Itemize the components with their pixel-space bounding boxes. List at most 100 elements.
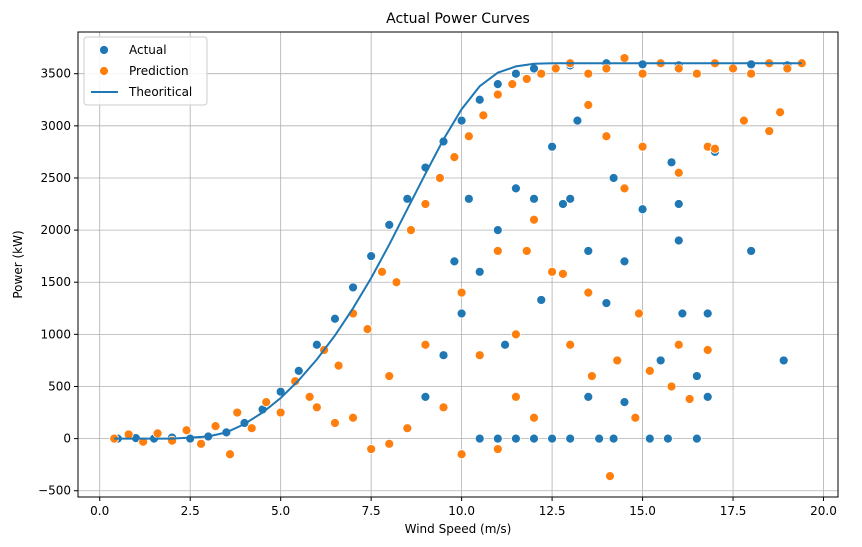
scatter-point	[333, 360, 344, 371]
scatter-point	[583, 100, 594, 110]
scatter-point	[456, 449, 467, 460]
scatter-point	[666, 157, 677, 168]
scatter-point	[463, 193, 474, 204]
scatter-point	[348, 282, 358, 293]
scatter-point	[637, 141, 648, 152]
scatter-point	[474, 350, 485, 361]
series-prediction	[109, 53, 807, 482]
scatter-point	[384, 438, 395, 449]
scatter-point	[655, 355, 666, 366]
scatter-point	[384, 219, 395, 230]
scatter-point	[529, 214, 539, 225]
scatter-point	[348, 412, 358, 423]
x-tick-label: 12.5	[539, 504, 566, 518]
scatter-point	[435, 173, 445, 183]
legend-marker	[99, 45, 109, 55]
scatter-point	[152, 428, 163, 439]
scatter-point	[605, 471, 615, 482]
scatter-point	[511, 68, 521, 79]
axes-frame	[77, 31, 839, 498]
scatter-point	[492, 225, 503, 235]
scatter-point	[511, 183, 521, 194]
legend-label: Prediction	[129, 64, 189, 78]
scatter-point	[511, 433, 521, 444]
chart-title: Actual Power Curves	[386, 11, 530, 27]
scatter-point	[456, 287, 467, 298]
scatter-point	[746, 246, 757, 256]
scatter-point	[536, 295, 547, 305]
scatter-point	[565, 433, 576, 444]
scatter-point	[311, 339, 322, 350]
scatter-point	[728, 63, 738, 74]
scatter-point	[619, 256, 630, 267]
scatter-point	[474, 433, 485, 444]
x-tick-label: 0.0	[90, 504, 109, 518]
scatter-point	[637, 204, 648, 215]
x-tick-label: 15.0	[629, 504, 656, 518]
scatter-point	[619, 397, 630, 408]
y-axis-label: Power (kW)	[11, 230, 25, 298]
scatter-point	[673, 339, 684, 350]
x-tick-label: 17.5	[720, 504, 747, 518]
scatter-point	[702, 392, 713, 402]
grid	[78, 32, 838, 497]
scatter-point	[547, 141, 557, 152]
scatter-point	[330, 418, 340, 428]
scatter-point	[764, 126, 775, 136]
x-axis-label: Wind Speed (m/s)	[405, 522, 512, 536]
scatter-point	[232, 407, 243, 418]
scatter-point	[536, 68, 547, 79]
scatter-point	[438, 402, 449, 413]
scatter-point	[634, 308, 644, 319]
scatter-point	[366, 251, 377, 262]
theoretical-line	[114, 62, 802, 440]
scatter-point	[782, 63, 793, 74]
scatter-point	[304, 392, 315, 402]
scatter-point	[702, 345, 713, 355]
scatter-point	[619, 183, 630, 194]
scatter-point	[463, 131, 474, 142]
scatter-point	[601, 131, 612, 142]
scatter-point	[601, 63, 612, 74]
scatter-point	[275, 407, 286, 418]
scatter-point	[583, 246, 594, 256]
scatter-point	[362, 324, 373, 335]
scatter-point	[492, 444, 503, 454]
scatter-point	[391, 277, 402, 288]
scatter-point	[293, 365, 304, 376]
scatter-point	[673, 63, 684, 74]
y-tick-label: 0	[63, 432, 71, 446]
scatter-point	[547, 266, 557, 277]
scatter-point	[181, 425, 192, 436]
scatter-point	[311, 402, 322, 413]
legend-marker	[99, 66, 109, 76]
scatter-point	[406, 225, 416, 235]
scatter-point	[608, 433, 619, 444]
x-tick-label: 5.0	[271, 504, 290, 518]
y-tick-label: 3000	[40, 119, 71, 133]
scatter-point	[261, 397, 272, 408]
legend-label: Theoritical	[128, 85, 192, 99]
scatter-point	[474, 94, 485, 105]
scatter-point	[521, 246, 532, 256]
x-tick-label: 7.5	[362, 504, 381, 518]
scatter-point	[196, 438, 206, 449]
legend-label: Actual	[129, 43, 167, 57]
scatter-point	[673, 199, 684, 209]
scatter-point	[702, 308, 713, 319]
scatter-point	[673, 167, 684, 178]
scatter-point	[420, 199, 431, 209]
scatter-point	[438, 350, 449, 361]
scatter-point	[384, 371, 395, 381]
scatter-point	[521, 74, 532, 84]
scatter-point	[529, 193, 539, 204]
scatter-point	[691, 68, 702, 79]
scatter-point	[246, 423, 257, 434]
scatter-point	[420, 339, 431, 350]
scatter-point	[492, 89, 503, 100]
scatter-point	[492, 246, 503, 256]
scatter-point	[366, 444, 377, 454]
scatter-point	[572, 115, 583, 126]
scatter-point	[478, 110, 489, 121]
scatter-point	[684, 394, 695, 404]
